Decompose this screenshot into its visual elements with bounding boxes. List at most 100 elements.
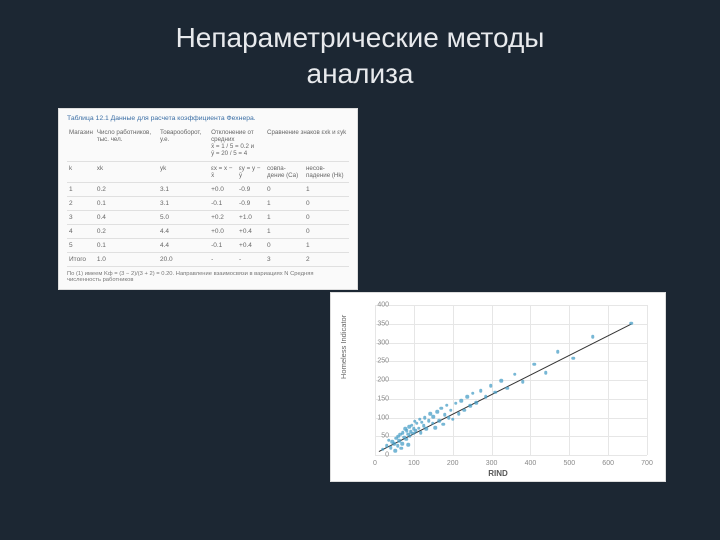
scatter-point — [389, 446, 393, 450]
x-tick-label: 300 — [486, 460, 498, 467]
scatter-point — [431, 421, 435, 425]
table-cell: 2 — [304, 252, 349, 266]
scatter-point — [474, 401, 478, 405]
scatter-point — [423, 416, 427, 420]
scatter-point — [544, 371, 548, 375]
table-caption: Таблица 12.1 Данные для расчета коэффици… — [67, 115, 349, 122]
table-cell: 0.4 — [95, 210, 158, 224]
scatter-point — [463, 408, 467, 412]
grid-line — [608, 305, 609, 455]
title-line-2: анализа — [307, 58, 414, 89]
grid-line — [375, 380, 647, 381]
table-cell: +0.0 — [209, 182, 237, 196]
table-cell: 0.1 — [95, 196, 158, 210]
th-xk: xk — [95, 161, 158, 182]
scatter-point — [505, 387, 509, 391]
th-yk: yk — [158, 161, 209, 182]
x-tick-label: 200 — [447, 460, 459, 467]
x-tick-label: 500 — [563, 460, 575, 467]
scatter-point — [500, 379, 504, 383]
scatter-point — [408, 435, 412, 439]
scatter-point — [445, 403, 449, 407]
scatter-point — [571, 357, 575, 361]
scatter-point — [393, 449, 397, 453]
table-cell: 0 — [304, 210, 349, 224]
th-sovp: совпа-дение (Ca) — [265, 161, 304, 182]
scatter-point — [521, 380, 525, 384]
x-tick-label: 700 — [641, 460, 653, 467]
scatter-point — [419, 431, 423, 435]
scatter-point — [415, 421, 419, 425]
table-row: 40.24.4+0.0+0.410 — [67, 224, 349, 238]
table-cell: 1 — [304, 238, 349, 252]
table-cell: 1 — [265, 210, 304, 224]
fechner-table: Магазин Число работников, тыс. чел. Това… — [67, 126, 349, 267]
grid-line — [375, 361, 647, 362]
scatter-point — [489, 384, 493, 388]
x-axis-label: RIND — [488, 469, 508, 478]
scatter-point — [437, 419, 441, 423]
scatter-point — [591, 335, 595, 339]
x-tick-label: 600 — [602, 460, 614, 467]
table-cell: 0 — [304, 224, 349, 238]
table-row: 50.14.4-0.1+0.401 — [67, 238, 349, 252]
x-tick-label: 100 — [408, 460, 420, 467]
grid-line — [375, 343, 647, 344]
x-tick-label: 400 — [525, 460, 537, 467]
scatter-point — [454, 402, 458, 406]
table-cell: +0.4 — [237, 238, 265, 252]
table-cell: 3.1 — [158, 182, 209, 196]
grid-line — [453, 305, 454, 455]
scatter-point — [406, 443, 410, 447]
y-tick-label: 300 — [367, 339, 389, 346]
grid-line — [375, 436, 647, 437]
table-cell: Итого — [67, 252, 95, 266]
grid-line — [375, 455, 647, 456]
grid-line — [647, 305, 648, 455]
table-cell: 0.2 — [95, 224, 158, 238]
table-row: 20.13.1-0.1-0.910 — [67, 196, 349, 210]
table-cell: 5 — [67, 238, 95, 252]
th-signs: Сравнение знаков εxk и εyk — [265, 126, 349, 161]
y-tick-label: 100 — [367, 414, 389, 421]
table-footnote: По (1) имеем Kф = (3 − 2)/(3 + 2) = 0.20… — [67, 271, 349, 283]
scatter-point — [468, 404, 472, 408]
table-cell: 0 — [265, 182, 304, 196]
scatter-point — [425, 427, 429, 431]
scatter-point — [533, 363, 537, 367]
table-cell: 5.0 — [158, 210, 209, 224]
scatter-point — [457, 412, 461, 416]
th-nesov: несов-падение (Hk) — [304, 161, 349, 182]
grid-line — [492, 305, 493, 455]
y-tick-label: 150 — [367, 395, 389, 402]
scatter-point — [460, 399, 464, 403]
table-body: 10.23.1+0.0-0.90120.13.1-0.1-0.91030.45.… — [67, 182, 349, 266]
scatter-point — [433, 426, 437, 430]
th-magazin: Магазин — [67, 126, 95, 161]
th-ey: εy = y − ȳ — [237, 161, 265, 182]
y-tick-label: 350 — [367, 320, 389, 327]
chart-plot-area — [375, 305, 647, 455]
grid-line — [375, 324, 647, 325]
th-deviation: Отклонение от средних x̄ = 1 / 5 = 0.2 и… — [209, 126, 265, 161]
scatter-point — [404, 438, 408, 442]
table-cell: 1 — [265, 224, 304, 238]
scatter-point — [556, 350, 560, 354]
th-turnover: Товарооборот, у.е. — [158, 126, 209, 161]
grid-line — [375, 418, 647, 419]
scatter-point — [494, 390, 498, 394]
y-tick-label: 50 — [367, 433, 389, 440]
scatter-point — [466, 395, 470, 399]
table-cell: 1.0 — [95, 252, 158, 266]
slide-title: Непараметрические методы анализа — [0, 0, 720, 93]
table-cell: 3 — [265, 252, 304, 266]
grid-line — [375, 399, 647, 400]
y-tick-label: 250 — [367, 358, 389, 365]
grid-line — [569, 305, 570, 455]
y-tick-label: 0 — [367, 452, 389, 459]
table-cell: +0.0 — [209, 224, 237, 238]
table-cell: +0.2 — [209, 210, 237, 224]
table-cell: -0.9 — [237, 182, 265, 196]
table-cell: 3 — [67, 210, 95, 224]
table-cell: - — [237, 252, 265, 266]
